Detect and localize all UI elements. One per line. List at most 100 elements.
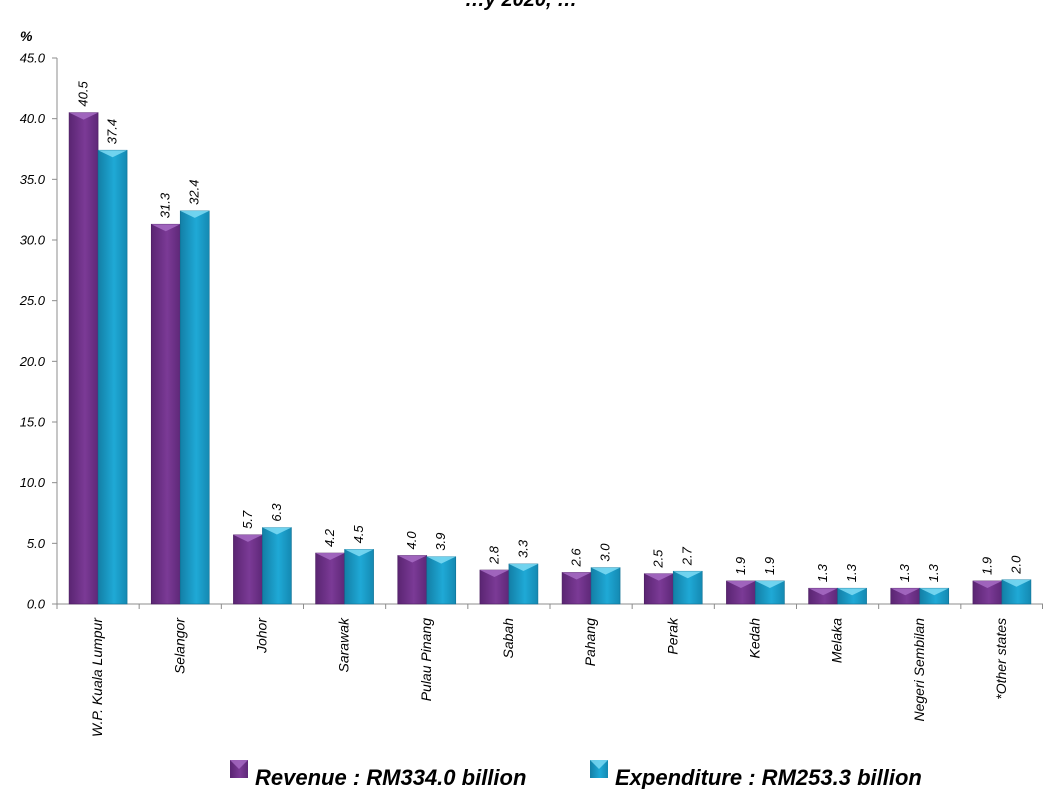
x-category-label: *Other states [993, 618, 1009, 700]
y-tick-label: 0.0 [27, 597, 46, 612]
data-label: 1.9 [733, 557, 748, 575]
expenditure-bar [590, 567, 621, 605]
expenditure-bar [508, 563, 539, 605]
bar-cap [1001, 579, 1031, 587]
expenditure-bar [755, 580, 785, 605]
revenue-bar [150, 223, 181, 605]
bar-cap [919, 588, 949, 596]
bar-cap [426, 556, 456, 564]
data-label: 2.7 [680, 546, 695, 566]
revenue-bar [315, 552, 345, 605]
bar-cap [315, 553, 345, 561]
revenue-bar [68, 112, 99, 605]
x-axis: W.P. Kuala Lumpur Selangor Johor Sarawak Pul… [56, 603, 1043, 737]
bar-cap [262, 527, 292, 535]
chart-title: …y 2020, … [465, 0, 577, 11]
data-label: 2.5 [651, 549, 666, 569]
bar-cap [397, 555, 427, 563]
bar-body [68, 112, 99, 605]
data-label: 40.5 [76, 81, 91, 107]
legend: Revenue : RM334.0 billion Expenditure : R… [230, 760, 922, 789]
data-label: 2.8 [486, 545, 501, 565]
bar-cap [344, 549, 374, 557]
expenditure-bar [97, 149, 128, 605]
x-category-label: Pahang [582, 618, 598, 666]
revenue-bar [726, 580, 756, 605]
bar-body [97, 149, 128, 605]
revenue-bar [479, 569, 510, 605]
x-category-label: Negeri Sembilan [911, 618, 927, 722]
bar-cap [180, 210, 210, 218]
y-tick-label: 45.0 [20, 51, 46, 66]
bar-cap [726, 580, 756, 588]
data-label: 1.3 [815, 563, 830, 582]
x-category-label: Melaka [829, 618, 845, 663]
bar-cap [673, 571, 703, 579]
data-label: 5.7 [240, 510, 255, 529]
bar-body [426, 556, 457, 605]
data-label: 4.2 [322, 528, 337, 547]
y-tick-label: 10.0 [20, 475, 46, 490]
legend-swatch-cap [590, 760, 608, 769]
y-tick-label: 30.0 [20, 233, 46, 248]
bar-body [233, 534, 263, 605]
expenditure-bar [344, 549, 374, 605]
legend-label: Expenditure : RM253.3 billion [615, 765, 922, 789]
revenue-bar [972, 580, 1003, 605]
x-category-label: Selangor [171, 617, 187, 674]
x-category-label: Perak [664, 617, 680, 655]
bar-body [179, 210, 210, 605]
y-tick-label: 40.0 [20, 111, 46, 126]
expenditure-bar [672, 570, 703, 605]
data-label: 1.9 [762, 557, 777, 575]
bar-body [262, 527, 292, 605]
data-label: 1.9 [979, 557, 994, 575]
bar-cap [151, 224, 181, 232]
bar-body [344, 549, 374, 605]
data-label: 3.3 [515, 539, 530, 558]
bar-cap [562, 572, 592, 580]
legend-item: Expenditure : RM253.3 billion [590, 760, 922, 789]
bar-cap [755, 580, 785, 588]
x-category-label: Sarawak [336, 617, 352, 672]
x-category-label: Johor [253, 617, 269, 654]
data-label: 1.3 [926, 563, 941, 582]
revenue-bar [890, 587, 921, 605]
expenditure-bar [919, 587, 950, 605]
bar-cap [644, 573, 674, 581]
bar-cap [69, 112, 99, 120]
y-tick-label: 35.0 [20, 172, 46, 187]
revenue-bar [808, 587, 838, 605]
revenue-bar [397, 555, 428, 605]
y-tick-label: 5.0 [27, 536, 46, 551]
expenditure-bar [837, 587, 867, 605]
bar-cap [808, 588, 838, 596]
bar-cap [479, 570, 509, 578]
bar-cap [837, 588, 867, 596]
bar-cap [890, 588, 920, 596]
data-label: 4.0 [404, 531, 419, 550]
revenue-bar [643, 573, 674, 605]
expenditure-bar [262, 527, 292, 605]
data-label: 37.4 [105, 119, 120, 144]
data-label: 3.9 [433, 533, 448, 551]
data-label: 2.6 [569, 548, 584, 568]
y-tick-label: 20.0 [19, 354, 46, 369]
data-label: 32.4 [187, 180, 202, 205]
bar-cap [98, 150, 128, 158]
data-label: 31.3 [158, 192, 173, 218]
x-category-label: Kedah [746, 618, 762, 659]
bars: 40.5 31.3 5.7 4.2 4.0 2.8 2.6 2.5 1.9 1.3 1.3 1.9 37… [68, 81, 1032, 605]
y-axis-unit-label: % [20, 28, 33, 44]
x-category-label: Pulau Pinang [418, 618, 434, 702]
bar-cap [972, 580, 1002, 588]
y-tick-label: 15.0 [20, 415, 46, 430]
bar-cap [508, 563, 538, 571]
data-label: 3.0 [598, 543, 613, 562]
legend-label: Revenue : RM334.0 billion [255, 765, 526, 789]
bar-body [397, 555, 428, 605]
data-label: 1.3 [844, 563, 859, 582]
data-label: 1.3 [897, 563, 912, 582]
data-label: 6.3 [269, 503, 284, 522]
